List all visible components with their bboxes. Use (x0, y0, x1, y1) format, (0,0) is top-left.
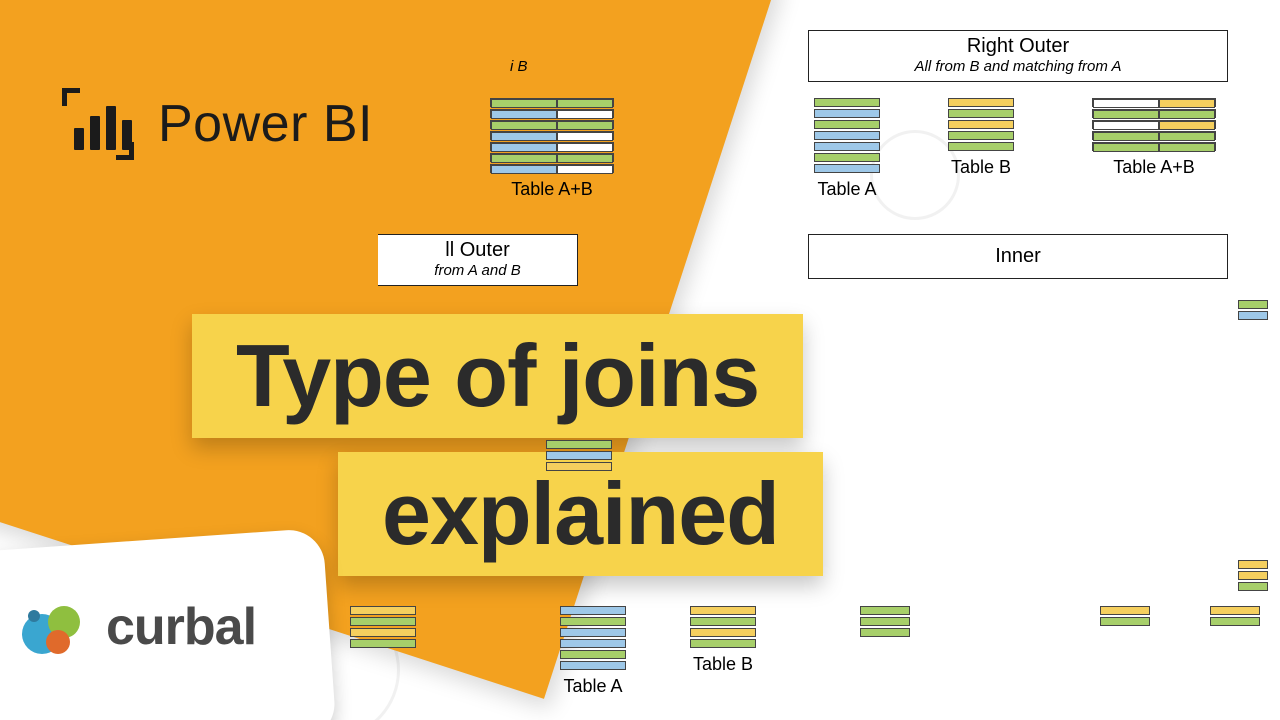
doodle-circle (870, 130, 960, 220)
panel-subtitle: from A and B (386, 262, 569, 279)
diagram-stub (1238, 300, 1268, 320)
diagram-partial-ab (546, 440, 612, 471)
diagram-ro-b: Table B (948, 98, 1014, 178)
curbal-icon (18, 592, 88, 662)
curbal-badge: curbal (0, 540, 330, 720)
diagram-ro-ab: Table A+B (1092, 98, 1216, 178)
diagram-bottom-stub-right3 (1210, 606, 1260, 626)
diagram-bottom-b-left (350, 606, 416, 648)
title-banner-1: Type of joins (192, 314, 803, 438)
thumbnail-stage: Power BI i B Right Outer All from B and … (0, 0, 1280, 720)
panel-right-outer: Right Outer All from B and matching from… (808, 30, 1228, 82)
diagram-bottom-stub-right2 (1100, 606, 1150, 626)
diagram-caption: Table A (560, 676, 626, 697)
powerbi-logo-block: Power BI (62, 88, 373, 160)
diagram-topleft-ab: Table A+B (490, 98, 614, 200)
diagram-caption: Table A (814, 179, 880, 200)
panel-full-outer: ll Outer from A and B (378, 234, 578, 286)
curbal-label: curbal (106, 597, 256, 657)
diagram-bottom-b: Table B (690, 606, 756, 675)
diagram-caption: Table A+B (1092, 157, 1216, 178)
title-line1: Type of joins (236, 326, 759, 425)
title-line2: explained (382, 464, 779, 563)
diagram-bottom-a: Table A (560, 606, 626, 697)
diagram-caption: Table B (690, 654, 756, 675)
powerbi-label: Power BI (158, 94, 373, 154)
powerbi-icon (62, 88, 134, 160)
left-outer-fragment-sub: i B (510, 58, 528, 75)
diagram-bottom-stub-right1 (860, 606, 910, 637)
diagram-caption: Table B (948, 157, 1014, 178)
panel-title: ll Outer (386, 239, 569, 262)
panel-subtitle: All from B and matching from A (817, 58, 1219, 75)
diagram-stub (1238, 560, 1268, 591)
panel-title: Inner (817, 245, 1219, 268)
diagram-caption: Table A+B (490, 179, 614, 200)
diagram-ro-a: Table A (814, 98, 880, 200)
panel-inner: Inner (808, 234, 1228, 279)
panel-title: Right Outer (817, 35, 1219, 58)
